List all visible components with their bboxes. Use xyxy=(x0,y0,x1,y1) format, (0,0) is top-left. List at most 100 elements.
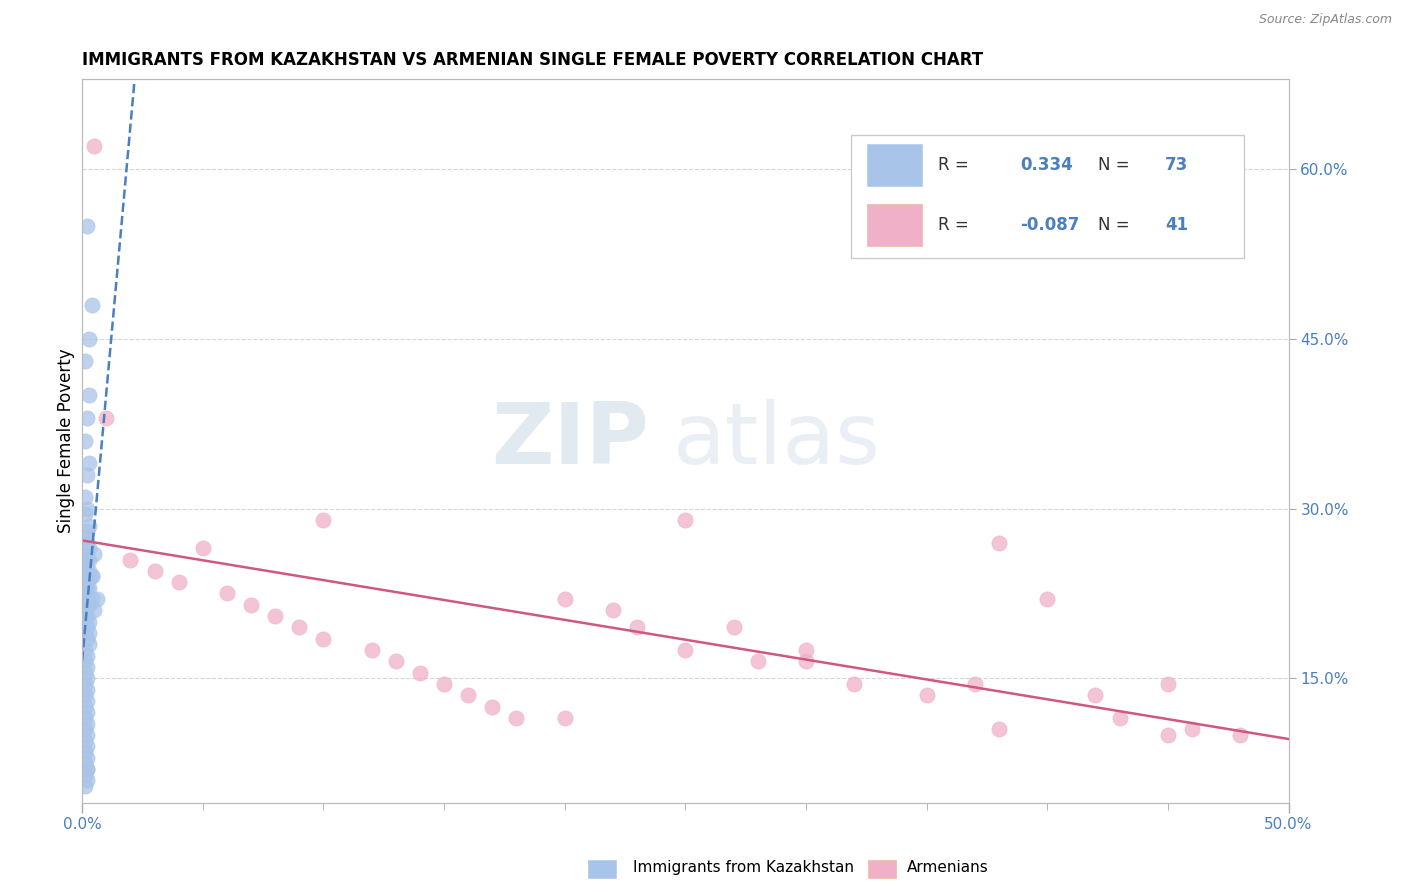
Point xyxy=(312,513,335,527)
Point xyxy=(1157,728,1180,742)
Point xyxy=(73,586,96,600)
Point xyxy=(96,411,118,425)
Point xyxy=(76,620,98,634)
Point xyxy=(80,569,103,583)
Point xyxy=(76,219,98,233)
Point xyxy=(83,547,105,561)
Point xyxy=(988,535,1011,549)
Point xyxy=(794,643,817,657)
Text: ZIP: ZIP xyxy=(491,400,650,483)
Point xyxy=(73,733,96,747)
Point xyxy=(76,411,98,425)
Point xyxy=(288,620,311,634)
Text: atlas: atlas xyxy=(673,400,882,483)
Point xyxy=(76,581,98,595)
Text: Immigrants from Kazakhstan: Immigrants from Kazakhstan xyxy=(633,860,853,874)
Point xyxy=(73,558,96,573)
FancyBboxPatch shape xyxy=(868,145,922,186)
Point xyxy=(73,603,96,617)
Text: IMMIGRANTS FROM KAZAKHSTAN VS ARMENIAN SINGLE FEMALE POVERTY CORRELATION CHART: IMMIGRANTS FROM KAZAKHSTAN VS ARMENIAN S… xyxy=(82,51,983,69)
Point xyxy=(76,660,98,674)
Point xyxy=(73,547,96,561)
Point xyxy=(79,552,101,566)
Point xyxy=(76,739,98,754)
Point xyxy=(76,569,98,583)
Point xyxy=(240,598,263,612)
Point xyxy=(747,654,769,668)
Point xyxy=(76,552,98,566)
Point xyxy=(73,508,96,522)
Point xyxy=(76,581,98,595)
Point xyxy=(73,756,96,771)
Point xyxy=(360,643,382,657)
Point xyxy=(76,694,98,708)
Point xyxy=(73,723,96,737)
Point xyxy=(73,615,96,629)
Point xyxy=(80,592,103,607)
Point xyxy=(86,592,108,607)
Point xyxy=(76,773,98,788)
Point xyxy=(76,609,98,624)
Point xyxy=(79,598,101,612)
Point xyxy=(1157,677,1180,691)
Text: N =: N = xyxy=(1098,156,1135,175)
Point xyxy=(73,767,96,781)
Point xyxy=(76,524,98,539)
Point xyxy=(1084,688,1107,702)
Point xyxy=(73,575,96,590)
Point xyxy=(73,626,96,640)
Point xyxy=(723,620,745,634)
Point xyxy=(143,564,166,578)
Point xyxy=(73,654,96,668)
Point xyxy=(76,716,98,731)
Point xyxy=(915,688,938,702)
Point xyxy=(602,603,624,617)
Point xyxy=(79,456,101,470)
Point xyxy=(79,541,101,556)
Point xyxy=(73,677,96,691)
Point xyxy=(73,779,96,793)
Point xyxy=(673,643,696,657)
Point xyxy=(191,541,214,556)
Point xyxy=(457,688,479,702)
FancyBboxPatch shape xyxy=(851,135,1243,258)
Point xyxy=(73,643,96,657)
Text: R =: R = xyxy=(938,216,973,234)
Point xyxy=(844,677,866,691)
Text: R =: R = xyxy=(938,156,973,175)
Point xyxy=(73,745,96,759)
Text: Armenians: Armenians xyxy=(907,860,988,874)
Point xyxy=(626,620,648,634)
Point xyxy=(73,665,96,680)
Point xyxy=(167,575,190,590)
Point xyxy=(312,632,335,646)
Point xyxy=(73,530,96,544)
Point xyxy=(73,354,96,368)
Point xyxy=(481,699,503,714)
Point xyxy=(1036,592,1059,607)
Point xyxy=(1181,723,1204,737)
Point xyxy=(215,586,238,600)
Point xyxy=(79,581,101,595)
Point xyxy=(76,750,98,764)
Point xyxy=(80,569,103,583)
Text: 73: 73 xyxy=(1166,156,1188,175)
Point xyxy=(79,626,101,640)
Point xyxy=(73,490,96,504)
Point xyxy=(76,706,98,720)
Point xyxy=(76,682,98,697)
Point xyxy=(673,513,696,527)
Text: -0.087: -0.087 xyxy=(1019,216,1080,234)
Point xyxy=(1108,711,1130,725)
Point xyxy=(1229,728,1251,742)
Point xyxy=(73,434,96,448)
Point xyxy=(76,728,98,742)
Point xyxy=(79,332,101,346)
Point xyxy=(73,603,96,617)
Point xyxy=(79,637,101,651)
Point xyxy=(83,603,105,617)
Point xyxy=(120,552,142,566)
Point xyxy=(80,298,103,312)
Point xyxy=(409,665,432,680)
Y-axis label: Single Female Poverty: Single Female Poverty xyxy=(58,349,75,533)
